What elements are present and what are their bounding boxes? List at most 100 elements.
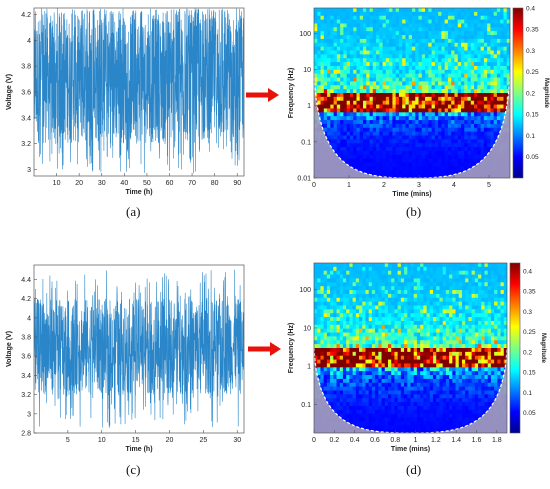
panel-d-heatmap-cell bbox=[420, 375, 424, 380]
panel-d-heatmap-cell bbox=[439, 367, 444, 372]
panel-c-ytick-label: 3.6 bbox=[21, 354, 31, 361]
panel-b-heatmap-cell bbox=[389, 11, 393, 17]
panel-b-heatmap-cell bbox=[327, 58, 331, 63]
panel-d-heatmap-cell bbox=[359, 317, 363, 322]
panel-b-heatmap-cell bbox=[402, 8, 406, 13]
panel-d-heatmap-cell bbox=[326, 278, 331, 283]
panel-b-heatmap-cell bbox=[412, 19, 416, 24]
panel-d-heatmap-cell bbox=[333, 274, 337, 279]
panel-b-heatmap-cell bbox=[343, 77, 348, 82]
panel-b-heatmap-cell bbox=[447, 15, 452, 20]
panel-b-heatmap-cell bbox=[408, 93, 413, 98]
panel-d-heatmap-cell bbox=[404, 386, 408, 391]
panel-d-heatmap-cell bbox=[355, 293, 360, 299]
panel-d-heatmap-cell bbox=[416, 320, 421, 326]
panel-d-heatmap-cell bbox=[387, 313, 392, 318]
panel-b-heatmap-cell bbox=[434, 127, 439, 133]
panel-b-heatmap-cell bbox=[454, 31, 459, 36]
panel-b-heatmap-cell bbox=[470, 154, 475, 160]
panel-d-heatmap-cell bbox=[455, 266, 460, 272]
panel-d-heatmap-cell bbox=[452, 266, 456, 272]
panel-d-heatmap-cell bbox=[391, 309, 395, 314]
panel-b-heatmap-cell bbox=[349, 135, 354, 140]
panel-d-heatmap-cell bbox=[426, 324, 431, 330]
panel-b-heatmap-cell bbox=[372, 77, 377, 82]
panel-d-heatmap-cell bbox=[461, 351, 466, 357]
panel-b-heatmap-cell bbox=[317, 93, 321, 98]
panel-d-heatmap-cell bbox=[478, 266, 482, 272]
panel-d-heatmap-cell bbox=[474, 351, 479, 357]
panel-b-heatmap-cell bbox=[438, 96, 442, 102]
panel-d-heatmap-cell bbox=[445, 402, 450, 407]
panel-b-heatmap-cell bbox=[385, 166, 390, 171]
panel-d-heatmap-cell bbox=[465, 301, 469, 306]
panel-d-heatmap-cell bbox=[378, 386, 382, 391]
panel-d-heatmap-cell bbox=[416, 301, 421, 306]
panel-d-heatmap-cell bbox=[452, 317, 456, 322]
panel-d-heatmap-cell bbox=[503, 313, 507, 318]
panel-b-heatmap-cell bbox=[333, 35, 338, 40]
panel-b-heatmap-cell bbox=[346, 143, 351, 148]
panel-b-heatmap-cell bbox=[438, 31, 442, 36]
panel-d-heatmap-cell bbox=[314, 351, 318, 357]
panel-d-heatmap-cell bbox=[349, 270, 353, 275]
panel-b-heatmap-cell bbox=[431, 15, 436, 20]
panel-b-heatmap-cell bbox=[353, 123, 357, 129]
panel-b-heatmap-cell bbox=[317, 23, 321, 28]
panel-b-heatmap-cell bbox=[320, 50, 325, 55]
panel-d-heatmap-cell bbox=[449, 371, 453, 376]
panel-d-heatmap-cell bbox=[346, 305, 350, 310]
panel-b-heatmap-cell bbox=[415, 19, 419, 24]
panel-d-heatmap-cell bbox=[346, 336, 350, 341]
panel-b-heatmap-cell bbox=[457, 166, 462, 171]
panel-d-heatmap-cell bbox=[368, 394, 373, 399]
panel-b-heatmap-cell bbox=[434, 50, 439, 55]
panel-d-heatmap-cell bbox=[497, 336, 501, 341]
panel-b-heatmap-cell bbox=[363, 139, 367, 144]
panel-d-heatmap-cell bbox=[397, 402, 402, 407]
panel-d-heatmap-cell bbox=[423, 297, 427, 303]
panel-d-heatmap-cell bbox=[400, 282, 405, 287]
panel-d-heatmap-cell bbox=[478, 332, 482, 337]
panel-d-heatmap-cell bbox=[500, 290, 505, 295]
panel-b-heatmap-cell bbox=[421, 170, 426, 175]
panel-d-heatmap-cell bbox=[355, 382, 360, 388]
panel-b-heatmap-cell bbox=[500, 104, 504, 109]
panel-b-heatmap-cell bbox=[343, 73, 348, 78]
panel-b-heatmap-cell bbox=[317, 62, 321, 67]
panel-d-heatmap-cell bbox=[381, 371, 386, 376]
panel-b-heatmap-cell bbox=[336, 123, 341, 129]
panel-d-heatmap-cell bbox=[494, 305, 498, 310]
panel-b-heatmap-cell bbox=[369, 139, 374, 144]
panel-d-heatmap-cell bbox=[394, 355, 399, 360]
panel-b-heatmap-cell bbox=[330, 46, 334, 51]
panel-d-heatmap-cell bbox=[429, 290, 434, 295]
panel-b-heatmap-cell bbox=[428, 93, 432, 98]
panel-d-heatmap-cell bbox=[413, 332, 418, 337]
panel-d-heatmap-cell bbox=[426, 263, 431, 268]
panel-b-heatmap-cell bbox=[464, 143, 468, 148]
panel-d-heatmap-cell bbox=[391, 344, 395, 349]
panel-d-heatmap-cell bbox=[433, 378, 437, 384]
panel-b-heatmap-cell bbox=[363, 8, 367, 13]
panel-d-heatmap-cell bbox=[384, 328, 389, 333]
panel-b-heatmap-cell bbox=[340, 42, 344, 48]
panel-b-heatmap-cell bbox=[428, 19, 432, 24]
panel-d-heatmap-cell bbox=[468, 382, 473, 388]
panel-b-heatmap-cell bbox=[349, 150, 354, 156]
panel-d-heatmap-cell bbox=[429, 348, 434, 353]
panel-d-heatmap-cell bbox=[381, 378, 386, 384]
panel-d-heatmap-cell bbox=[423, 324, 427, 330]
panel-d-heatmap-cell bbox=[458, 336, 463, 341]
panel-b-heatmap-cell bbox=[418, 96, 423, 102]
panel-d-heatmap-cell bbox=[387, 317, 392, 322]
panel-b-heatmap-cell bbox=[359, 54, 364, 59]
panel-d-heatmap-cell bbox=[359, 359, 363, 364]
panel-d-heatmap-cell bbox=[352, 363, 357, 368]
panel-d-heatmap-cell bbox=[333, 371, 337, 376]
panel-b-heatmap-cell bbox=[395, 35, 400, 40]
panel-b-heatmap-cell bbox=[441, 73, 446, 78]
panel-b-heatmap-cell bbox=[320, 15, 325, 20]
panel-b-heatmap-cell bbox=[366, 100, 370, 105]
